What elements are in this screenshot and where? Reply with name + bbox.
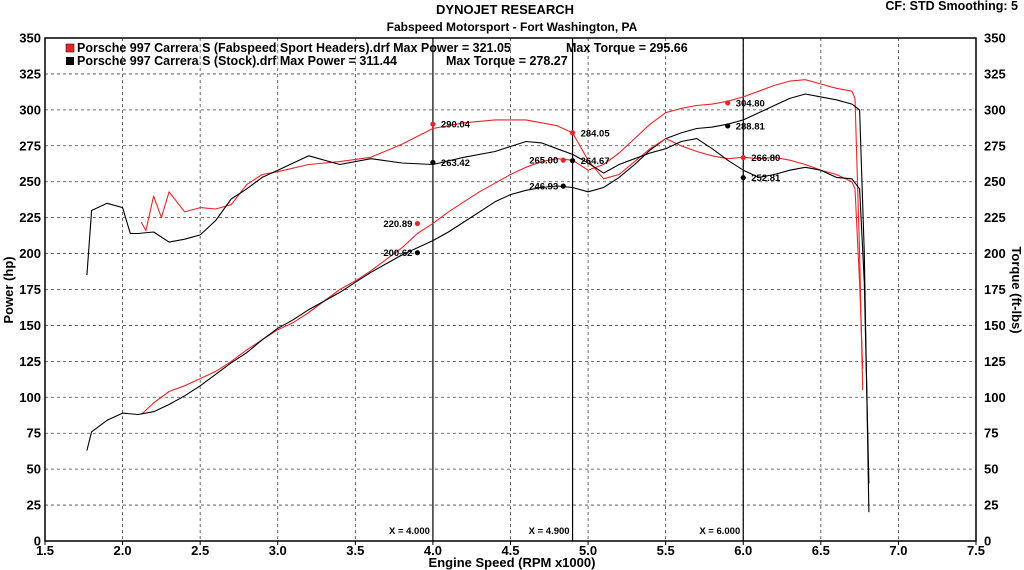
x-tick-label: 6.5 — [812, 543, 830, 558]
data-point — [430, 121, 436, 127]
x-tick-label: 5.5 — [657, 543, 675, 558]
chart-title: DYNOJET RESEARCH — [436, 2, 574, 17]
data-point — [569, 130, 576, 136]
y2-tick-label: 250 — [984, 174, 1006, 189]
legend-entry-headers: Porsche 997 Carrera S (Fabspeed Sport He… — [77, 41, 511, 55]
marker-label: X = 4.900 — [529, 526, 570, 537]
marker-label: X = 4.000 — [389, 526, 430, 537]
x-tick-label: 2.5 — [191, 543, 209, 558]
y-tick-label: 250 — [19, 174, 41, 189]
y-tick-label: 50 — [27, 462, 41, 477]
data-labels: 220.89 200.62 290.04 263.42 265.00 246.93 284.… — [383, 98, 781, 259]
data-label: 284.05 — [581, 128, 611, 139]
x-tick-label: 2.0 — [114, 543, 132, 558]
y2-tick-label: 25 — [984, 498, 998, 513]
y-tick-label: 150 — [19, 318, 41, 333]
y2-tick-label: 150 — [984, 318, 1006, 333]
y-tick-label: 100 — [19, 390, 41, 405]
data-point — [560, 157, 566, 163]
data-point — [725, 123, 731, 129]
data-label: 246.93 — [529, 182, 558, 193]
y2-tick-label: 50 — [984, 462, 998, 477]
marker-label: X = 6.000 — [699, 526, 740, 537]
data-label: 290.04 — [441, 120, 471, 131]
data-point — [740, 154, 746, 161]
axis-ticks: 1.5 2.0 2.5 3.0 3.5 4.0 4.5 5.0 5.5 6.0 6.5 7.0 7.50… — [19, 31, 1005, 559]
data-point — [725, 100, 731, 106]
y2-tick-label: 0 — [984, 534, 991, 549]
series-group — [86, 79, 870, 513]
y-tick-label: 75 — [27, 426, 41, 441]
y-axis-label: Power (hp) — [1, 256, 16, 323]
data-label: 265.00 — [529, 156, 558, 167]
data-label: 263.42 — [441, 158, 470, 169]
y2-tick-label: 275 — [984, 138, 1006, 153]
y-tick-label: 0 — [34, 534, 41, 549]
chart-subtitle: Fabspeed Motorsport - Fort Washington, P… — [387, 20, 638, 34]
y-tick-label: 175 — [19, 282, 41, 297]
data-label: 288.81 — [736, 121, 766, 132]
x-tick-label: 6.0 — [734, 543, 752, 558]
y-tick-label: 300 — [19, 102, 41, 117]
plot-frame — [44, 37, 977, 542]
grid — [45, 38, 976, 541]
y-tick-label: 25 — [27, 498, 41, 513]
y2-tick-label: 100 — [984, 390, 1006, 405]
y2-tick-label: 325 — [984, 66, 1006, 81]
cf-info: CF: STD Smoothing: 5 — [885, 0, 1018, 13]
data-label: 304.80 — [736, 98, 765, 109]
x-tick-label: 7.5 — [967, 543, 985, 558]
data-point — [430, 159, 436, 166]
y-tick-label: 225 — [19, 210, 41, 225]
y2-axis-label: Torque (ft-lbs) — [1009, 246, 1024, 333]
x-tick-label: 4.0 — [424, 543, 442, 558]
data-point — [569, 158, 576, 164]
data-label: 200.62 — [383, 248, 412, 259]
x-tick-label: 5.0 — [579, 543, 597, 558]
legend: Porsche 997 Carrera S (Fabspeed Sport He… — [65, 41, 688, 68]
x-tick-label: 7.0 — [889, 543, 907, 558]
y-tick-label: 125 — [19, 354, 41, 369]
legend-swatch-stock — [66, 57, 74, 65]
data-point — [414, 220, 420, 227]
y-tick-label: 200 — [19, 246, 41, 261]
data-point — [414, 250, 420, 256]
data-label: 252.81 — [751, 173, 781, 184]
legend-torque-headers: Max Torque = 295.66 — [566, 41, 688, 55]
data-label: 220.89 — [383, 219, 412, 230]
y-tick-label: 275 — [19, 138, 41, 153]
y2-tick-label: 225 — [984, 210, 1006, 225]
x-tick-label: 3.0 — [269, 543, 287, 558]
series-line-torque — [140, 119, 864, 369]
x-axis-label: Engine Speed (RPM x1000) — [429, 555, 596, 570]
legend-entry-stock: Porsche 997 Carrera S (Stock).drf Max Po… — [77, 54, 397, 68]
legend-torque-stock: Max Torque = 278.27 — [446, 54, 568, 68]
x-tick-label: 4.5 — [501, 543, 519, 558]
y2-tick-label: 125 — [984, 354, 1006, 369]
y-tick-label: 325 — [19, 66, 41, 81]
x-tick-label: 3.5 — [346, 543, 364, 558]
y2-tick-label: 200 — [984, 246, 1006, 261]
data-label: 264.67 — [581, 156, 610, 167]
series-line-torque — [86, 138, 870, 484]
y2-tick-label: 175 — [984, 282, 1006, 297]
y-tick-label: 350 — [19, 31, 41, 46]
x-tick-label: 1.5 — [36, 543, 54, 558]
legend-swatch-headers — [65, 43, 75, 53]
y2-tick-label: 300 — [984, 102, 1006, 117]
data-point — [560, 183, 566, 189]
data-point — [740, 175, 746, 181]
series-line-power — [86, 93, 870, 513]
y2-tick-label: 75 — [984, 426, 998, 441]
data-label: 266.80 — [751, 153, 780, 164]
y2-tick-label: 350 — [984, 31, 1006, 46]
